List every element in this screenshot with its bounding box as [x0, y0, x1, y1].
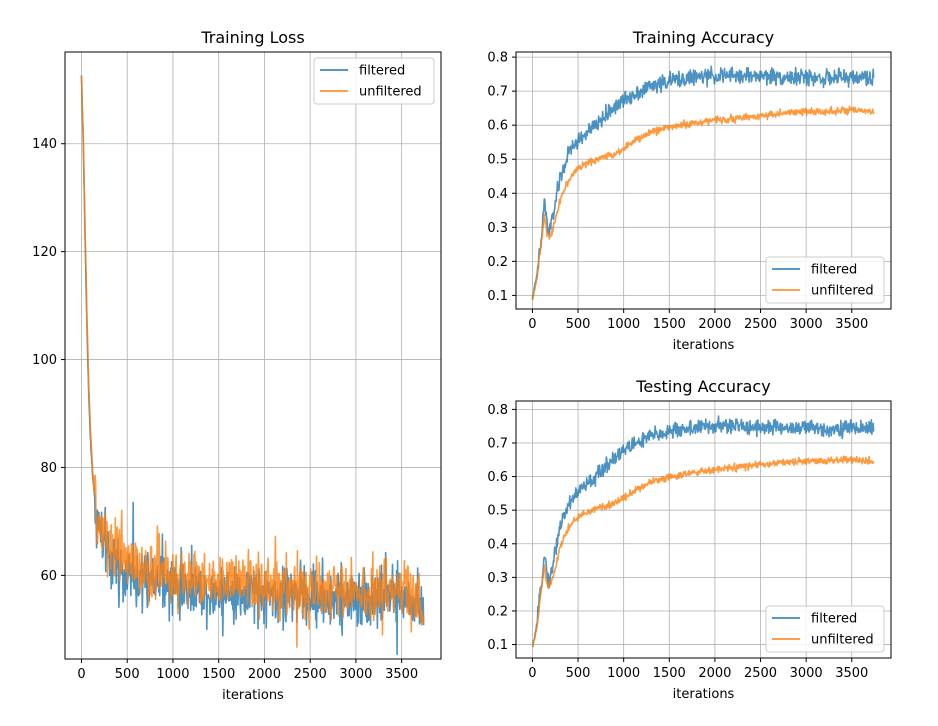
- x-tick-label: 2000: [698, 317, 731, 332]
- y-tick-label: 0.6: [487, 470, 508, 485]
- chart-training-accuracy: 0 500 1000 1500 2000 2500 3000 3500 0.1 0.2 0.3 0.4…: [487, 28, 892, 353]
- y-tick-label: 0.2: [487, 255, 508, 270]
- y-tick-label: 0.1: [487, 289, 508, 304]
- x-tick-label: 0: [528, 666, 536, 681]
- x-tick-label: 3500: [385, 667, 418, 682]
- y-tick-label: 60: [40, 569, 57, 584]
- y-tick-label: 0.8: [487, 51, 508, 66]
- legend-label-unfiltered: unfiltered: [811, 633, 874, 648]
- y-tick-label: 100: [32, 353, 57, 368]
- x-axis-label: iterations: [673, 338, 735, 353]
- legend-label-unfiltered: unfiltered: [811, 284, 874, 299]
- y-tick-label: 0.5: [487, 153, 508, 168]
- x-tick-label: 1000: [156, 667, 189, 682]
- series-line-filtered: [532, 415, 875, 648]
- chart-title: Training Loss: [200, 28, 304, 47]
- y-tick-label: 0.4: [487, 187, 508, 202]
- series-line-filtered: [531, 65, 875, 300]
- series-line-unfiltered: [531, 455, 875, 647]
- y-tick-label: 140: [32, 137, 57, 152]
- y-tick-label: 0.8: [487, 403, 508, 418]
- series-line-unfiltered: [80, 75, 425, 648]
- x-tick-label: 3500: [835, 666, 868, 681]
- legend: filtered unfiltered: [313, 57, 435, 105]
- x-tick-label: 2500: [294, 667, 327, 682]
- plot-frame: [64, 51, 442, 660]
- chart-title: Training Accuracy: [632, 28, 774, 47]
- y-tick-label: 80: [40, 461, 57, 476]
- y-tick-label: 0.3: [487, 221, 508, 236]
- plot-frame: [515, 51, 892, 310]
- y-tick-label: 0.1: [487, 638, 508, 653]
- series-line-unfiltered: [531, 105, 875, 300]
- y-tick-label: 0.4: [487, 537, 508, 552]
- chart-title: Testing Accuracy: [635, 377, 770, 396]
- x-tick-label: 500: [115, 667, 140, 682]
- chart-training-loss: 0 500 1000 1500 2000 2500 3000 3500 60 80 100 120 14…: [32, 28, 442, 703]
- legend-label-filtered: filtered: [811, 612, 857, 627]
- y-tick-label: 0.7: [487, 436, 508, 451]
- x-axis-label: iterations: [222, 688, 284, 703]
- legend-label-filtered: filtered: [811, 263, 857, 278]
- x-tick-label: 1500: [202, 667, 235, 682]
- legend: filtered unfiltered: [765, 256, 885, 304]
- x-tick-label: 500: [566, 317, 591, 332]
- y-tick-label: 0.3: [487, 571, 508, 586]
- y-tick-label: 0.5: [487, 504, 508, 519]
- legend-label-unfiltered: unfiltered: [359, 85, 422, 100]
- x-tick-label: 2500: [744, 666, 777, 681]
- legend: filtered unfiltered: [765, 605, 885, 653]
- x-axis-label: iterations: [673, 687, 735, 702]
- x-tick-label: 3500: [835, 317, 868, 332]
- legend-label-filtered: filtered: [359, 64, 405, 79]
- y-tick-label: 120: [32, 245, 57, 260]
- x-tick-label: 1000: [607, 317, 640, 332]
- x-tick-label: 2500: [744, 317, 777, 332]
- x-tick-label: 0: [77, 667, 85, 682]
- x-tick-label: 3000: [339, 667, 372, 682]
- plot-frame: [515, 400, 892, 659]
- y-tick-label: 0.7: [487, 85, 508, 100]
- chart-testing-accuracy: 0 500 1000 1500 2000 2500 3000 3500 0.1 0.2 0.3 0.4…: [487, 377, 892, 702]
- y-tick-label: 0.6: [487, 119, 508, 134]
- x-tick-label: 1500: [653, 317, 686, 332]
- x-tick-label: 3000: [790, 666, 823, 681]
- x-tick-label: 0: [528, 317, 536, 332]
- x-tick-label: 3000: [790, 317, 823, 332]
- x-tick-label: 500: [566, 666, 591, 681]
- x-tick-label: 1000: [607, 666, 640, 681]
- x-tick-label: 1500: [653, 666, 686, 681]
- x-tick-label: 2000: [698, 666, 731, 681]
- x-tick-label: 2000: [248, 667, 281, 682]
- y-tick-label: 0.2: [487, 604, 508, 619]
